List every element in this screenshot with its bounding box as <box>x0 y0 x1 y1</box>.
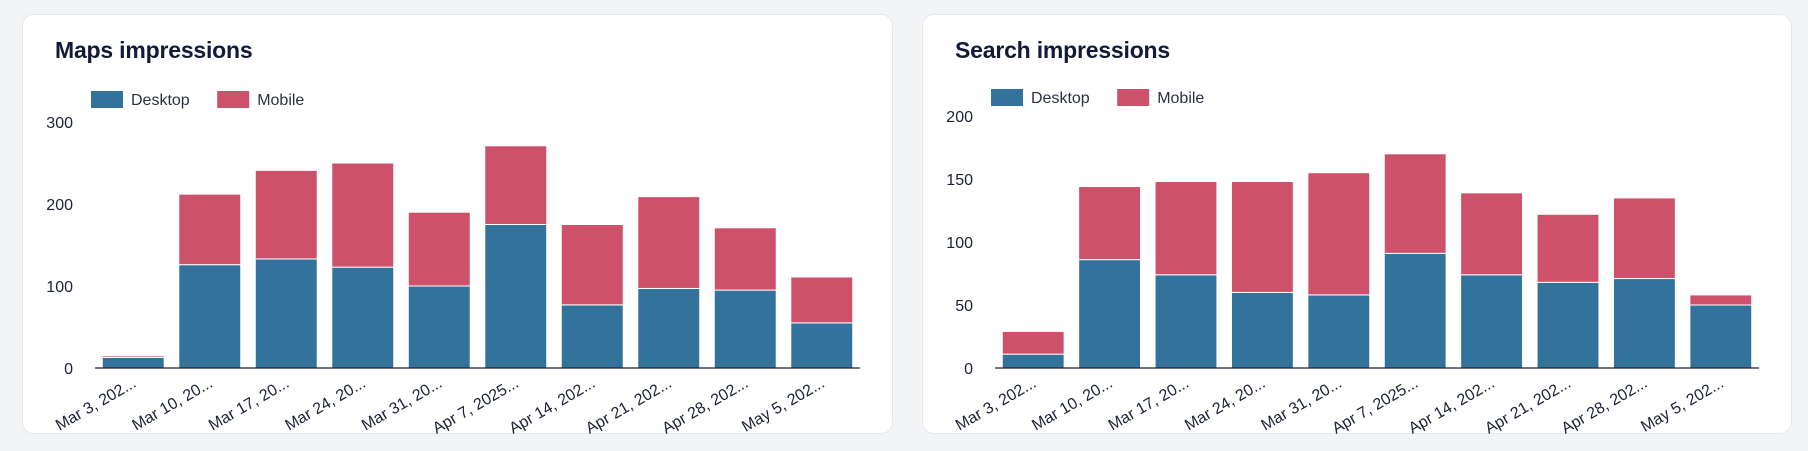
x-tick-label: Mar 10, 20... <box>129 375 215 435</box>
y-tick-label: 0 <box>64 361 73 378</box>
legend: Desktop Mobile <box>91 91 304 109</box>
y-tick-label: 100 <box>46 279 73 296</box>
bar-desktop <box>331 266 395 369</box>
bar-mobile <box>254 169 318 260</box>
x-tick-label: Mar 24, 20... <box>282 375 368 435</box>
x-tick-label: Mar 17, 20... <box>206 375 292 435</box>
legend-label-desktop: Desktop <box>1031 90 1090 107</box>
bar-mobile <box>407 211 471 287</box>
bar-mobile <box>560 224 624 306</box>
x-tick-label: Mar 10, 20... <box>1029 375 1115 435</box>
bar-mobile <box>637 196 701 289</box>
y-tick-label: 0 <box>964 361 973 378</box>
legend-swatch-desktop <box>91 91 123 108</box>
bar-desktop <box>254 258 318 369</box>
bar-desktop <box>560 304 624 369</box>
x-tick-label: May 5, 202... <box>739 375 828 435</box>
bar-mobile <box>1689 294 1753 306</box>
legend-label-desktop: Desktop <box>131 92 190 109</box>
x-tick-label: Mar 3, 202... <box>953 375 1039 435</box>
x-tick-label: Mar 3, 202... <box>53 375 139 435</box>
bar-mobile <box>1460 192 1524 276</box>
bar-desktop <box>407 285 471 369</box>
bar-mobile <box>178 193 242 266</box>
bar-mobile <box>1383 153 1447 254</box>
bar-desktop <box>1612 278 1676 369</box>
bar-desktop <box>484 224 548 369</box>
chart-title: Maps impressions <box>55 37 253 63</box>
chart-title: Search impressions <box>955 37 1171 63</box>
bar-mobile <box>1230 181 1294 293</box>
y-tick-label: 300 <box>46 115 73 132</box>
legend-label-mobile: Mobile <box>1157 90 1204 107</box>
bar-desktop <box>1536 281 1600 369</box>
bar-desktop <box>178 264 242 369</box>
maps-impressions-card: Maps impressions Desktop Mobile 0 100 200 300… <box>22 14 893 435</box>
bar-desktop <box>637 287 701 369</box>
bar-mobile <box>790 276 854 324</box>
bar-desktop <box>1689 304 1753 369</box>
y-tick-label: 150 <box>946 172 973 189</box>
legend-label-mobile: Mobile <box>257 92 304 109</box>
legend-swatch-mobile <box>217 91 250 108</box>
x-tick-label: Mar 24, 20... <box>1182 375 1268 435</box>
y-tick-label: 200 <box>946 109 973 126</box>
bar-desktop <box>1154 274 1218 369</box>
bar-mobile <box>1154 181 1218 276</box>
bar-mobile <box>1078 186 1142 261</box>
bar-mobile <box>713 227 777 291</box>
bar-desktop <box>790 322 854 369</box>
legend: Desktop Mobile <box>991 89 1204 107</box>
x-tick-label: Apr 28, 202... <box>660 375 752 435</box>
bar-mobile <box>1612 197 1676 280</box>
bar-desktop <box>101 356 165 369</box>
bar-mobile <box>331 162 395 268</box>
bar-mobile <box>484 145 548 225</box>
y-tick-label: 200 <box>46 197 73 214</box>
y-tick-label: 50 <box>955 298 973 315</box>
y-tick-label: 100 <box>946 235 973 252</box>
bar-desktop <box>713 289 777 369</box>
bar-desktop <box>1383 252 1447 369</box>
search-impressions-card: Search impressions Desktop Mobile 0 50 100 15… <box>922 14 1792 435</box>
legend-swatch-desktop <box>991 89 1023 106</box>
x-tick-label: Mar 17, 20... <box>1106 375 1192 435</box>
bar-mobile <box>1001 330 1065 355</box>
x-tick-label: Apr 28, 202... <box>1559 375 1651 435</box>
legend-swatch-mobile <box>1117 89 1150 106</box>
bar-desktop <box>1460 274 1524 369</box>
bar-desktop <box>1001 353 1065 369</box>
bar-desktop <box>1078 259 1142 369</box>
bar-desktop <box>1230 291 1294 369</box>
bar-mobile <box>1307 172 1371 296</box>
x-tick-label: May 5, 202... <box>1638 375 1727 435</box>
bar-mobile <box>101 355 165 358</box>
bar-mobile <box>1536 213 1600 283</box>
bar-desktop <box>1307 294 1371 369</box>
